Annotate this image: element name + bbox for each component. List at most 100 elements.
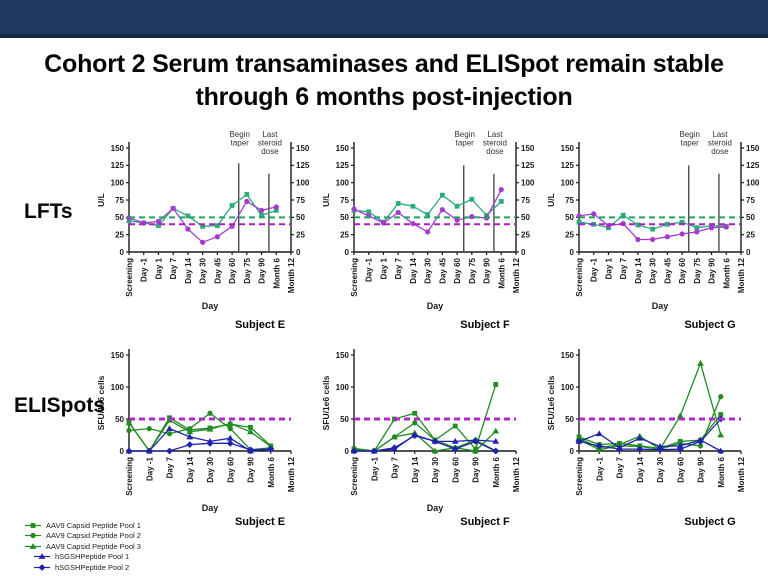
svg-text:150: 150: [336, 351, 350, 360]
svg-text:Day: Day: [202, 503, 219, 513]
svg-text:125: 125: [111, 161, 125, 170]
svg-text:150: 150: [746, 144, 760, 153]
svg-text:0: 0: [120, 447, 125, 456]
svg-text:Last: Last: [487, 130, 503, 139]
elispot-chart-subject-e: 0 50 100 150 SFU/1e6 cells Screening Day -1 Day…: [96, 349, 296, 513]
subject-label-elispot-g: Subject G: [684, 516, 736, 528]
legend-item: AAV9 Capsid Peptide Pool 2: [24, 531, 141, 542]
legend-item: AAV9 Capsid Peptide Pool 1: [24, 520, 141, 531]
svg-text:Day 60: Day 60: [226, 456, 235, 482]
svg-text:50: 50: [565, 213, 574, 222]
aav9-pool2-marker-icon: [25, 533, 41, 539]
svg-text:100: 100: [111, 178, 125, 187]
svg-text:Day -1: Day -1: [145, 456, 154, 481]
svg-text:Day 60: Day 60: [676, 456, 685, 482]
series-legend: AAV9 Capsid Peptide Pool 1 AAV9 Capsid P…: [24, 520, 141, 573]
svg-text:25: 25: [296, 230, 305, 239]
svg-text:Day 75: Day 75: [468, 257, 477, 283]
svg-text:0: 0: [521, 248, 526, 257]
svg-text:75: 75: [565, 196, 574, 205]
svg-text:Day -1: Day -1: [370, 456, 379, 481]
svg-text:0: 0: [746, 248, 751, 257]
svg-text:Month 6: Month 6: [272, 257, 281, 288]
legend-label: hSGSHPeptide Pool 1: [55, 552, 130, 562]
svg-text:25: 25: [521, 230, 530, 239]
svg-text:150: 150: [561, 351, 575, 360]
svg-text:50: 50: [746, 213, 755, 222]
svg-text:Day 90: Day 90: [247, 456, 256, 482]
svg-text:Day 75: Day 75: [243, 257, 252, 283]
svg-text:Begin: Begin: [454, 130, 474, 139]
svg-text:SFU/1e6 cells: SFU/1e6 cells: [96, 375, 106, 430]
svg-text:100: 100: [561, 178, 575, 187]
svg-text:Screening: Screening: [125, 258, 134, 297]
hsgsh-pool2-marker-icon: [34, 563, 50, 571]
svg-text:100: 100: [111, 383, 125, 392]
top-banner: [0, 0, 768, 38]
svg-text:75: 75: [296, 196, 305, 205]
svg-text:dose: dose: [711, 147, 729, 156]
legend-label: hSGSHPeptide Pool 2: [55, 562, 130, 572]
svg-text:Day 90: Day 90: [258, 257, 267, 283]
svg-text:125: 125: [746, 161, 760, 170]
svg-text:125: 125: [561, 161, 575, 170]
svg-text:Day 7: Day 7: [391, 456, 400, 478]
svg-text:50: 50: [565, 415, 574, 424]
legend-label: AAV9 Capsid Peptide Pool 2: [46, 531, 141, 541]
svg-text:25: 25: [746, 230, 755, 239]
svg-text:Day 60: Day 60: [678, 257, 687, 283]
svg-text:0: 0: [345, 248, 350, 257]
svg-text:steroid: steroid: [483, 139, 507, 148]
row-label-elispots: ELISpots: [14, 394, 106, 417]
lft-chart-subject-f: 0 0 25 25 50 50 75 75 100 100 125 125 150 150 U/L Scree…: [321, 130, 535, 311]
svg-text:Day 45: Day 45: [213, 257, 222, 283]
svg-text:Month 6: Month 6: [267, 456, 276, 487]
svg-text:Day -1: Day -1: [365, 257, 374, 282]
svg-text:Day 14: Day 14: [636, 456, 645, 482]
svg-text:Month 12: Month 12: [737, 456, 746, 492]
subject-label-elispot-e: Subject E: [234, 516, 286, 528]
svg-text:Day 14: Day 14: [186, 456, 195, 482]
svg-text:75: 75: [340, 196, 349, 205]
svg-text:U/L: U/L: [546, 193, 556, 207]
legend-item: AAV9 Capsid Peptide Pool 3: [24, 541, 141, 552]
svg-text:100: 100: [746, 178, 760, 187]
svg-text:150: 150: [111, 144, 125, 153]
svg-text:Day 14: Day 14: [409, 257, 418, 283]
svg-text:Day 30: Day 30: [199, 257, 208, 283]
svg-text:steroid: steroid: [258, 139, 282, 148]
svg-text:25: 25: [340, 230, 349, 239]
svg-text:100: 100: [561, 383, 575, 392]
svg-text:Day 7: Day 7: [166, 456, 175, 478]
svg-text:Day: Day: [427, 301, 444, 311]
svg-text:dose: dose: [486, 147, 504, 156]
svg-text:100: 100: [521, 178, 535, 187]
svg-text:0: 0: [345, 447, 350, 456]
elispot-chart-subject-g: 0 50 100 150 SFU/1e6 cells Screening Day -1 Day…: [546, 349, 746, 496]
subject-label-lft-e: Subject E: [234, 319, 286, 331]
svg-text:50: 50: [115, 213, 124, 222]
lft-chart-subject-e: 0 0 25 25 50 50 75 75 100 100 125 125 150 150 U/L Scree…: [96, 130, 310, 311]
svg-text:Month 12: Month 12: [287, 257, 296, 293]
svg-text:Month 12: Month 12: [737, 257, 746, 293]
svg-text:Day 90: Day 90: [697, 456, 706, 482]
lft-chart-subject-g: 0 0 25 25 50 50 75 75 100 100 125 125 150 150 U/L Scree…: [546, 130, 760, 311]
svg-text:SFU/1e6 cells: SFU/1e6 cells: [321, 375, 331, 430]
svg-text:Month 12: Month 12: [512, 456, 521, 492]
svg-text:50: 50: [521, 213, 530, 222]
svg-text:25: 25: [115, 230, 124, 239]
svg-text:150: 150: [336, 144, 350, 153]
svg-text:taper: taper: [681, 139, 700, 148]
svg-text:Day 60: Day 60: [453, 257, 462, 283]
aav9-pool1-marker-icon: [25, 522, 41, 528]
svg-text:0: 0: [570, 447, 575, 456]
svg-text:Screening: Screening: [125, 457, 134, 496]
svg-text:Month 6: Month 6: [492, 456, 501, 487]
svg-text:Day 60: Day 60: [451, 456, 460, 482]
svg-text:Day 90: Day 90: [472, 456, 481, 482]
slide-title-line1: Cohort 2 Serum transaminases and ELISpot…: [44, 50, 724, 78]
svg-text:Day 30: Day 30: [424, 257, 433, 283]
svg-text:Month 6: Month 6: [722, 257, 731, 288]
svg-text:100: 100: [336, 178, 350, 187]
svg-text:Month 6: Month 6: [497, 257, 506, 288]
